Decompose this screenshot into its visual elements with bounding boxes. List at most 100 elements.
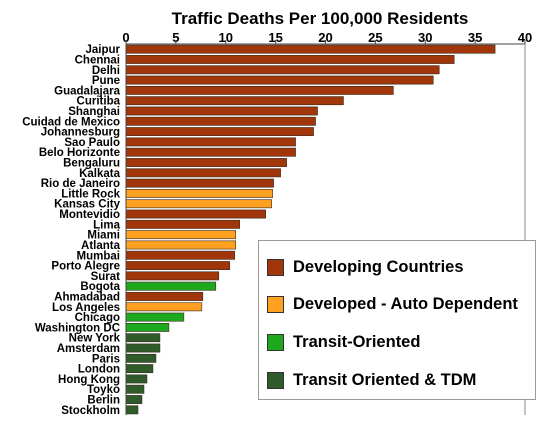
bar [125,158,287,167]
y-category-label: Pune [92,75,120,87]
y-category-label: London [78,364,120,376]
y-category-label: Atlanta [81,240,121,252]
bar [125,147,296,157]
bar [125,384,145,394]
bar [125,96,344,106]
y-category-label: Bengaluru [63,158,120,170]
y-category-label: Chicago [75,312,120,324]
bar [125,281,217,291]
legend-item-auto-dependent: Developed - Auto Dependent [267,292,518,316]
y-category-label: Amsterdam [57,343,120,355]
x-tick-label: 10 [219,30,233,45]
y-category-label: Berlin [87,395,120,407]
y-category-label: Kansas City [54,199,120,211]
y-category-label: Sao Paulo [64,137,120,149]
bar [125,199,272,209]
bar [125,85,394,95]
y-category-label: Hong Kong [58,374,120,386]
y-category-label: Johannesburg [41,127,120,139]
bar [125,75,434,85]
bar [125,55,455,64]
bar [125,44,496,54]
x-tick-label: 0 [122,30,129,45]
y-category-label: Little Rock [61,188,120,200]
y-category-label: Kalkata [79,168,121,180]
x-tick-label: 35 [468,30,482,45]
bar [125,178,274,188]
legend-swatch-transit-oriented [267,333,284,351]
y-category-label: Cuidad de Mexico [22,116,120,128]
y-category-label: Ahmadabad [54,291,120,303]
legend-item-transit-tdm: Transit Oriented & TDM [267,368,476,392]
y-category-label: Shanghai [68,106,120,118]
bar [125,168,281,178]
y-category-label: Curitiba [77,96,121,108]
bar [125,189,273,198]
bar [125,137,296,147]
bar [125,322,170,332]
bar [125,395,143,404]
y-category-label: Surat [91,271,121,283]
y-category-label: New York [69,333,121,345]
y-category-label: Jaipur [85,44,120,56]
bar [125,312,185,322]
y-category-label: Stockholm [61,405,120,417]
bars [125,44,496,415]
y-category-label: Mumbai [77,250,120,262]
x-tick-label: 25 [368,30,382,45]
bar [125,230,237,240]
x-tick-label: 15 [268,30,282,45]
y-category-label: Los Angeles [52,302,120,314]
legend-label-auto-dependent: Developed - Auto Dependent [293,294,518,313]
y-category-label: Delhi [92,65,120,77]
bar [125,116,316,126]
chart-title: Traffic Deaths Per 100,000 Residents [172,9,469,28]
y-category-label: Chennai [75,54,120,66]
bar [125,405,139,415]
legend-swatch-transit-tdm [267,371,284,389]
legend-swatch-developing [267,258,284,276]
bar [125,261,231,270]
bar [125,65,440,75]
bar [125,343,161,353]
y-category-label: Guadalajara [54,85,120,97]
bar [125,292,204,301]
y-category-label: Porto Alegre [51,261,120,273]
x-tick-label: 40 [518,30,532,45]
legend-label-transit-oriented: Transit-Oriented [293,332,421,351]
bar [125,250,236,260]
bar [125,364,154,374]
y-category-label: Miami [87,230,120,242]
legend-label-transit-tdm: Transit Oriented & TDM [293,370,477,389]
y-category-label: Rio de Janeiro [41,178,120,190]
y-category-label: Bogota [80,281,120,293]
bar [125,333,161,343]
legend-item-transit-oriented: Transit-Oriented [267,330,420,354]
bar [125,219,241,229]
y-category-label: Lima [93,219,120,231]
bar [125,240,237,250]
y-category-label: Montevidio [59,209,120,221]
x-tick-label: 30 [418,30,432,45]
x-tick-labels: 0 5 10 15 20 25 30 35 40 [122,30,532,45]
bar [125,353,157,363]
x-tick-label: 5 [172,30,179,45]
y-category-label: Paris [92,353,120,365]
bar [125,271,220,281]
bar [125,127,314,137]
bar [125,302,203,312]
legend-label-developing: Developing Countries [293,257,464,276]
bar [125,106,318,116]
y-category-labels: JaipurChennaiDelhiPuneGuadalajaraCuritib… [22,44,120,417]
legend-item-developing: Developing Countries [267,255,464,279]
legend: Developing Countries Developed - Auto De… [258,240,536,400]
bar [125,209,266,219]
y-category-label: Washington DC [35,322,120,334]
y-category-label: Toyko [87,384,120,396]
legend-swatch-auto-dependent [267,295,284,313]
axes [125,40,526,415]
bar [125,374,148,384]
x-tick-label: 20 [318,30,332,45]
y-category-label: Belo Horizonte [39,147,120,159]
